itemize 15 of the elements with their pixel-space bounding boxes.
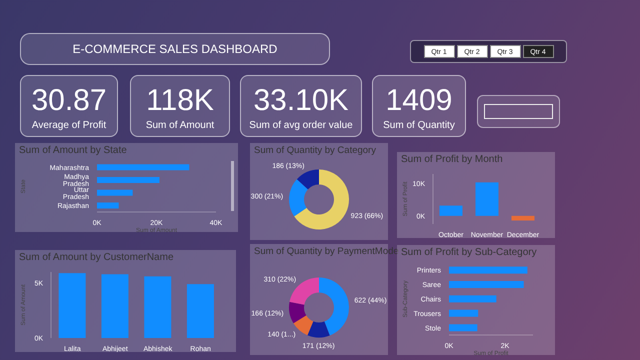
text: 30.87	[30, 83, 108, 119]
text: Average of Profit	[30, 120, 108, 131]
chart-title: Sum of Quantity by Category	[253, 144, 377, 158]
chart-title: Sum of Profit by Sub-Category	[400, 246, 538, 260]
text: Sum of avg order value	[248, 120, 354, 131]
text: Sum of Amount	[144, 120, 216, 131]
text: 118K	[145, 83, 215, 119]
chart-title: Sum of Amount by CustomerName	[18, 251, 175, 265]
chart-title: Sum of Amount by State	[18, 144, 128, 158]
text: Sum of Quantity	[382, 120, 456, 131]
text: 1409	[384, 83, 454, 119]
chart-title: Sum of Quantity by PaymentMode	[253, 245, 399, 259]
chart-title: Sum of Profit by Month	[400, 153, 504, 167]
text: 33.10K	[252, 83, 350, 119]
text: E-COMMERCE SALES DASHBOARD	[20, 33, 330, 65]
